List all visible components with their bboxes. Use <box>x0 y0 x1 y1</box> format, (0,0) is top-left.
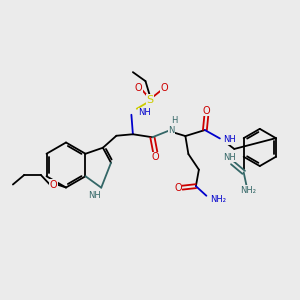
Text: NH: NH <box>224 153 236 162</box>
Text: O: O <box>202 106 210 116</box>
Text: O: O <box>174 183 182 193</box>
Text: NH₂: NH₂ <box>240 186 256 195</box>
Text: O: O <box>50 179 57 190</box>
Text: O: O <box>135 83 142 93</box>
Text: NH: NH <box>138 108 151 117</box>
Text: NH₂: NH₂ <box>210 195 226 204</box>
Text: NH: NH <box>88 191 101 200</box>
Text: O: O <box>152 152 159 162</box>
Text: N: N <box>168 126 175 135</box>
Text: S: S <box>146 95 154 105</box>
Text: H: H <box>171 116 177 124</box>
Text: O: O <box>160 83 168 93</box>
Text: NH: NH <box>224 135 236 144</box>
